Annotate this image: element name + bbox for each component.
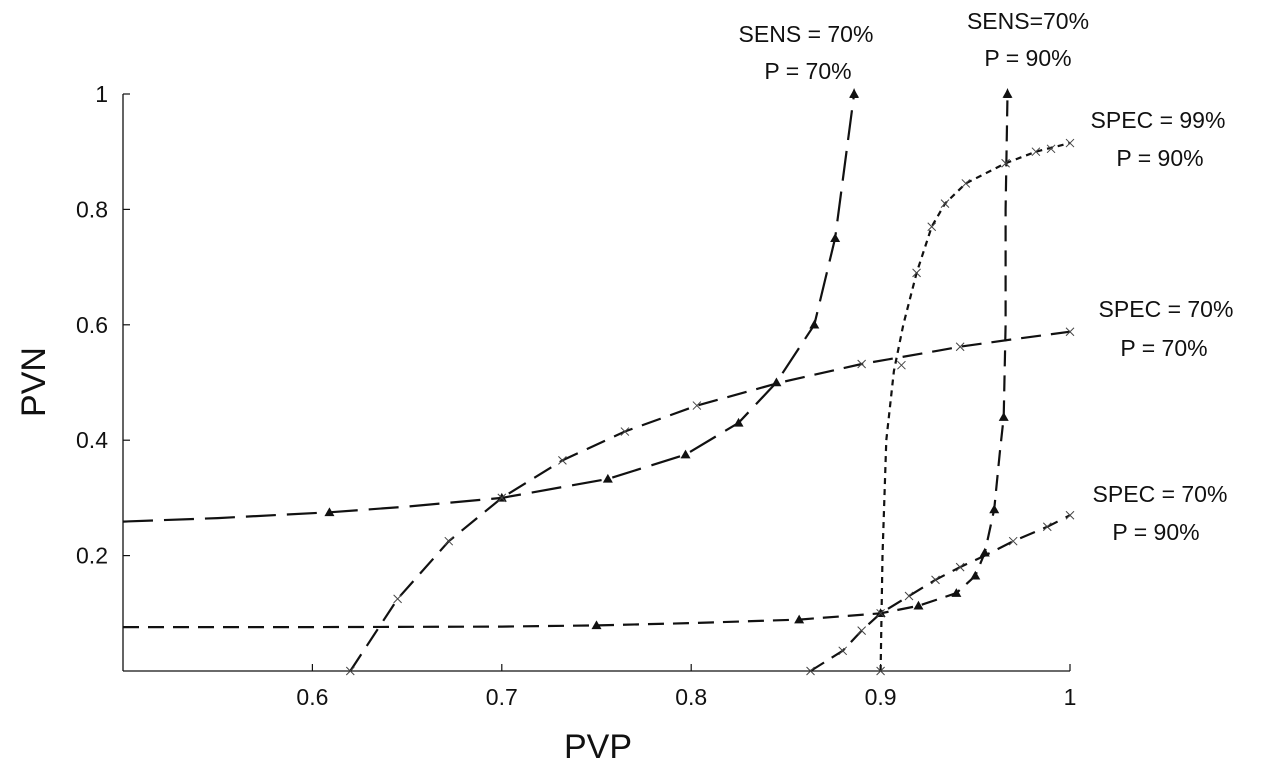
annotation-spec70-p90-line1: SPEC = 70% xyxy=(1093,481,1228,507)
cross-marker xyxy=(692,401,702,410)
y-axis-title: PVN xyxy=(15,347,53,417)
x-tick-label: 1 xyxy=(1064,684,1077,710)
x-tick-label: 0.8 xyxy=(675,684,707,710)
triangle-marker xyxy=(830,233,841,242)
annotation-spec70-p90-line2: P = 90% xyxy=(1112,519,1199,545)
cross-marker xyxy=(904,591,914,601)
triangle-marker xyxy=(970,570,981,580)
triangle-marker xyxy=(602,473,613,483)
triangle-marker xyxy=(913,600,924,610)
series-line-3 xyxy=(879,141,1071,672)
triangle-marker xyxy=(771,377,782,387)
triangle-marker xyxy=(979,547,990,557)
triangle-marker xyxy=(809,319,820,329)
cross-marker xyxy=(1046,144,1056,154)
cross-marker xyxy=(912,268,921,278)
y-tick-label: 0.8 xyxy=(76,196,108,222)
x-tick-label: 0.7 xyxy=(486,684,518,710)
cross-marker xyxy=(497,493,507,503)
cross-marker xyxy=(620,427,630,436)
cross-marker xyxy=(1031,147,1041,157)
series-line-2 xyxy=(123,93,1009,629)
cross-marker xyxy=(1065,510,1075,520)
cross-marker xyxy=(927,222,937,232)
annotation-spec70-p70-line2: P = 70% xyxy=(1120,335,1207,361)
x-tick-label: 0.6 xyxy=(296,684,328,710)
cross-marker xyxy=(955,562,965,572)
triangle-marker xyxy=(794,614,805,624)
y-tick-label: 0.6 xyxy=(76,312,108,338)
cross-marker xyxy=(1065,327,1075,337)
cross-marker xyxy=(806,666,815,676)
cross-marker xyxy=(897,360,906,370)
cross-marker xyxy=(931,575,940,585)
triangle-marker xyxy=(951,588,962,597)
arrowhead-marker xyxy=(850,88,859,98)
plot-area xyxy=(122,94,1070,672)
cross-marker xyxy=(876,666,885,676)
annotation-sens70-p70-line1: SENS = 70% xyxy=(739,21,874,47)
cross-marker xyxy=(393,594,402,604)
series-line-1 xyxy=(122,93,856,523)
y-tick-label: 1 xyxy=(95,81,108,107)
annotation-spec70-p70-line1: SPEC = 70% xyxy=(1099,296,1234,322)
cross-marker xyxy=(1065,138,1075,148)
y-tick-label: 0.4 xyxy=(76,427,108,453)
annotation-sens70-p90-line1: SENS=70% xyxy=(967,8,1089,34)
triangle-marker xyxy=(733,417,744,427)
x-axis-title: PVP xyxy=(564,728,632,766)
cross-marker xyxy=(345,666,355,676)
cross-marker xyxy=(961,179,971,188)
cross-marker xyxy=(838,646,848,656)
cross-marker xyxy=(876,608,885,618)
annotation-spec99-p90-line2: P = 90% xyxy=(1116,145,1203,171)
cross-marker xyxy=(1008,536,1018,546)
y-ticks: 0.2 0.4 0.6 0.8 1 xyxy=(76,81,130,569)
cross-marker xyxy=(1001,158,1010,168)
cross-marker xyxy=(940,199,950,208)
cross-marker xyxy=(444,536,454,546)
triangle-marker xyxy=(998,412,1009,421)
series-line-5 xyxy=(809,514,1071,672)
cross-marker xyxy=(1042,522,1052,532)
triangle-marker xyxy=(591,620,602,630)
annotation-sens70-p70-line2: P = 70% xyxy=(764,58,851,84)
curves xyxy=(122,93,1071,672)
annotation-sens70-p90-line2: P = 90% xyxy=(984,45,1071,71)
markers xyxy=(324,88,1075,676)
cross-marker xyxy=(857,626,867,635)
cross-marker xyxy=(955,342,965,352)
triangle-marker xyxy=(989,504,1000,514)
annotation-spec99-p90-line1: SPEC = 99% xyxy=(1091,107,1226,133)
cross-marker xyxy=(857,359,867,369)
cross-marker xyxy=(558,456,567,465)
x-ticks: 0.6 0.7 0.8 0.9 1 xyxy=(296,664,1076,710)
x-tick-label: 0.9 xyxy=(865,684,897,710)
triangle-marker xyxy=(324,507,335,517)
y-tick-label: 0.2 xyxy=(76,543,108,569)
arrowhead-marker xyxy=(1003,88,1012,98)
triangle-marker xyxy=(680,449,691,459)
